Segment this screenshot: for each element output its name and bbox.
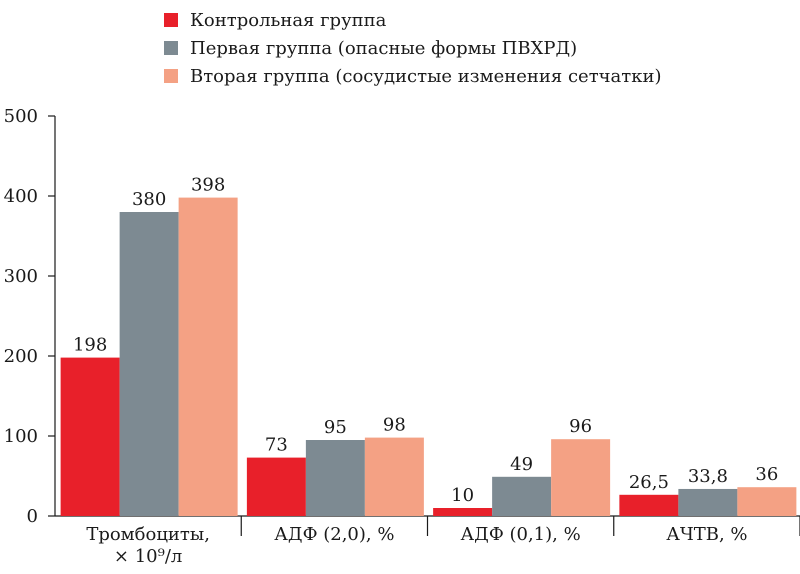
legend-label-control: Контрольная группа bbox=[190, 9, 387, 31]
y-tick-label: 0 bbox=[27, 506, 38, 527]
data-label: 96 bbox=[569, 416, 592, 437]
bar-series-0-cat-1 bbox=[246, 457, 306, 516]
data-label: 380 bbox=[132, 189, 166, 210]
bar-series-0-cat-0 bbox=[60, 357, 120, 516]
bar-series-1-cat-2 bbox=[492, 476, 552, 516]
legend-swatch-second-group bbox=[164, 69, 178, 83]
data-label: 398 bbox=[191, 175, 225, 196]
bar-series-2-cat-2 bbox=[551, 439, 611, 516]
y-tick-label: 200 bbox=[4, 346, 38, 367]
legend-item-first-group: Первая группа (опасные формы ПВХРД) bbox=[164, 36, 662, 60]
y-tick-label: 300 bbox=[4, 266, 38, 287]
x-category-label: АЧТВ, % bbox=[666, 524, 747, 545]
data-label: 198 bbox=[73, 335, 107, 356]
chart-data-labels: 198 380 398 73 95 98 10 49 96 26,5 33,8 36 bbox=[73, 175, 778, 506]
legend-label-second-group: Вторая группа (сосудистые изменения сетч… bbox=[190, 65, 662, 87]
legend-item-second-group: Вторая группа (сосудистые изменения сетч… bbox=[164, 64, 662, 88]
legend-label-first-group: Первая группа (опасные формы ПВХРД) bbox=[190, 37, 578, 59]
legend-item-control: Контрольная группа bbox=[164, 8, 662, 32]
bar-series-1-cat-3 bbox=[678, 488, 738, 516]
bar-series-2-cat-3 bbox=[737, 487, 797, 516]
data-label: 36 bbox=[755, 464, 778, 485]
bar-series-2-cat-0 bbox=[178, 197, 238, 516]
data-label: 10 bbox=[451, 485, 474, 506]
data-label: 33,8 bbox=[688, 466, 728, 487]
legend-swatch-control bbox=[164, 13, 178, 27]
chart-bars bbox=[60, 197, 797, 516]
x-category-label: АДФ (2,0), % bbox=[274, 524, 394, 545]
y-tick-label: 500 bbox=[4, 106, 38, 127]
data-label: 73 bbox=[265, 435, 288, 456]
bar-series-0-cat-2 bbox=[433, 508, 493, 516]
legend: Контрольная группа Первая группа (опасны… bbox=[164, 8, 662, 92]
y-tick-label: 400 bbox=[4, 186, 38, 207]
bar-series-2-cat-1 bbox=[364, 437, 424, 516]
data-label: 98 bbox=[383, 415, 406, 436]
data-label: 49 bbox=[510, 454, 533, 475]
x-category-label: АДФ (0,1), % bbox=[461, 524, 581, 545]
bar-series-0-cat-3 bbox=[619, 494, 679, 516]
bar-series-1-cat-1 bbox=[305, 440, 365, 516]
data-label: 26,5 bbox=[629, 472, 669, 493]
bar-series-1-cat-0 bbox=[119, 212, 179, 516]
legend-swatch-first-group bbox=[164, 41, 178, 55]
y-tick-label: 100 bbox=[4, 426, 38, 447]
x-category-label: Тромбоциты, × 10⁹/л bbox=[86, 524, 210, 567]
data-label: 95 bbox=[324, 417, 347, 438]
